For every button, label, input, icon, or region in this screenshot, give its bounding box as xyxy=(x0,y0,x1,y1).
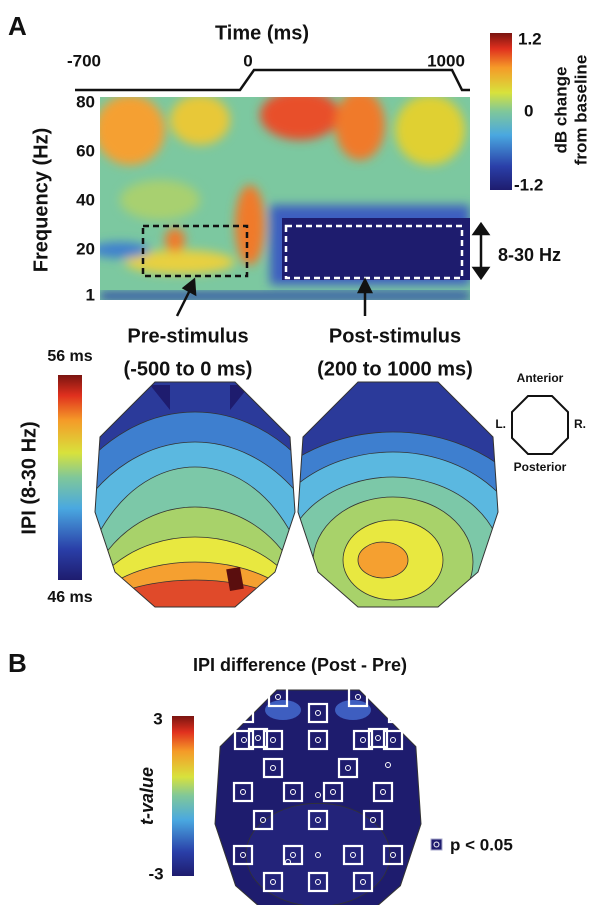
tick-label: 20 xyxy=(76,239,95,258)
legend-marker xyxy=(431,839,442,850)
colorbar-label: 3 xyxy=(153,709,162,728)
contour-band xyxy=(358,542,408,578)
contour-band xyxy=(246,803,390,905)
tick-label: 1 xyxy=(86,285,95,304)
colorbar-label: -3 xyxy=(148,864,163,883)
panel-title: IPI difference (Post - Pre) xyxy=(193,655,407,675)
orientation-label: L. xyxy=(495,417,506,431)
condition-title: Pre-stimulus xyxy=(127,325,248,347)
tick-label: -700 xyxy=(67,51,101,70)
tick-label: 0 xyxy=(243,51,252,70)
spectrogram xyxy=(90,90,472,300)
contour-band xyxy=(130,607,270,647)
colorbar-title: t-value xyxy=(137,767,157,825)
condition-title: Post-stimulus xyxy=(329,325,461,347)
condition-range: (200 to 1000 ms) xyxy=(317,358,473,380)
band-label: 8-30 Hz xyxy=(498,245,561,265)
axis-title: Time (ms) xyxy=(215,22,309,44)
figure: A Time (ms) -700 0 1000 80 60 40 20 1 Fr… xyxy=(0,0,602,905)
colorbar-label: -1.2 xyxy=(514,175,543,194)
stimulus-trace xyxy=(75,70,470,90)
orientation-head xyxy=(512,396,568,454)
tick-label: 40 xyxy=(76,190,95,209)
colorbar xyxy=(172,716,194,876)
orientation-label: Anterior xyxy=(517,371,564,385)
colorbar-title: from baseline xyxy=(571,55,590,166)
colorbar-label: 46 ms xyxy=(47,589,92,606)
colorbar xyxy=(490,33,512,190)
axis-title: Frequency (Hz) xyxy=(30,128,52,272)
electrode xyxy=(242,711,247,716)
condition-range: (-500 to 0 ms) xyxy=(124,358,253,380)
tick-label: 80 xyxy=(76,92,95,111)
tick-label: 60 xyxy=(76,141,95,160)
tick-label: 1000 xyxy=(427,51,465,70)
colorbar-label: 56 ms xyxy=(47,348,92,365)
patch xyxy=(265,700,301,720)
significant-electrode xyxy=(389,704,407,722)
orientation-label: R. xyxy=(574,417,586,431)
colorbar xyxy=(58,375,82,580)
colorbar-title: dB change xyxy=(551,67,570,154)
orientation-label: Posterior xyxy=(514,460,567,474)
colorbar-title: IPI (8-30 Hz) xyxy=(18,421,40,534)
panel-label: B xyxy=(8,648,27,678)
band-arrow xyxy=(474,224,488,278)
topomaps xyxy=(25,377,563,905)
colorbar-label: 1.2 xyxy=(518,29,542,48)
panel-label: A xyxy=(8,11,27,41)
patch xyxy=(335,700,371,720)
legend-label: p < 0.05 xyxy=(450,835,513,854)
electrode xyxy=(396,711,401,716)
colorbar-label: 0 xyxy=(524,101,533,120)
